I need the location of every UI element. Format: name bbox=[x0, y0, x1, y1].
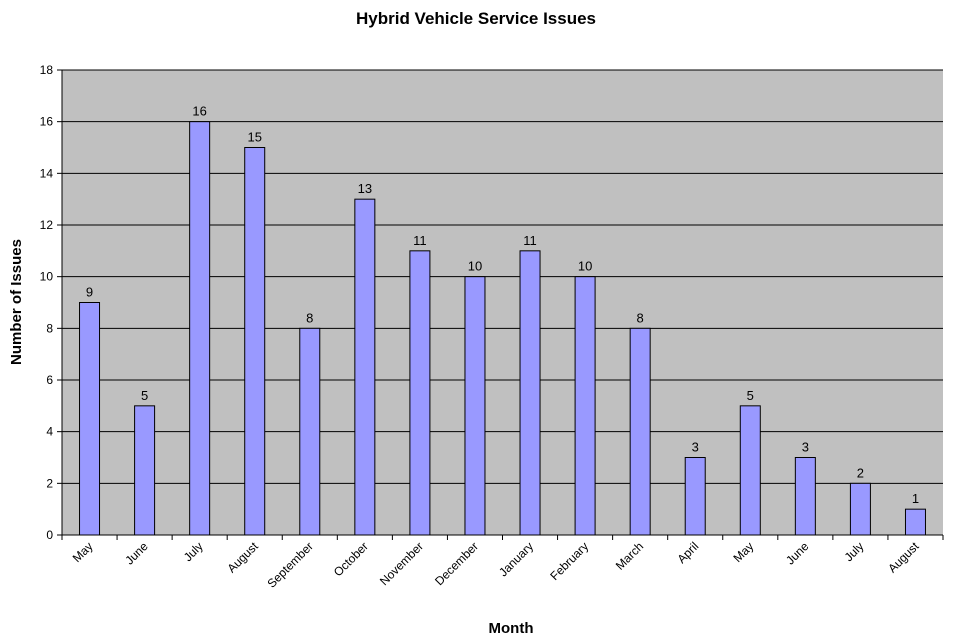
bars bbox=[79, 121, 926, 536]
data-label: 11 bbox=[413, 233, 427, 248]
data-label: 8 bbox=[306, 310, 313, 325]
bar bbox=[519, 250, 541, 536]
x-tick-label: December bbox=[432, 539, 481, 588]
bar bbox=[684, 457, 706, 536]
data-label: 5 bbox=[747, 388, 754, 403]
x-tick-label: March bbox=[613, 539, 646, 572]
y-tick-label: 4 bbox=[46, 425, 53, 439]
x-tick-label: June bbox=[122, 539, 151, 568]
data-label: 11 bbox=[523, 233, 537, 248]
data-label: 10 bbox=[578, 259, 592, 274]
bar bbox=[849, 482, 871, 536]
data-label: 16 bbox=[192, 104, 206, 119]
data-label: 15 bbox=[247, 130, 261, 145]
x-tick-label: April bbox=[674, 539, 701, 566]
y-tick-labels: 0 2 4 6 8 10 12 14 16 18 bbox=[40, 63, 54, 542]
x-tick-label: August bbox=[225, 539, 262, 576]
bar bbox=[244, 147, 266, 536]
y-axis-title: Number of Issues bbox=[8, 239, 25, 365]
bar bbox=[464, 276, 486, 536]
x-tick-label: June bbox=[783, 539, 812, 568]
y-tick-label: 12 bbox=[40, 218, 54, 232]
x-tick-label: November bbox=[377, 539, 426, 588]
data-label: 13 bbox=[358, 181, 372, 196]
data-label: 10 bbox=[468, 259, 482, 274]
x-tick-label: October bbox=[331, 539, 371, 579]
y-tick-label: 16 bbox=[40, 115, 54, 129]
x-tick-label: January bbox=[496, 539, 536, 579]
bar bbox=[904, 508, 926, 536]
y-tick-label: 2 bbox=[46, 476, 53, 490]
bar bbox=[739, 405, 761, 536]
bar bbox=[629, 327, 651, 536]
data-label: 1 bbox=[912, 491, 919, 506]
bar bbox=[299, 327, 321, 536]
x-tick-label: February bbox=[547, 539, 591, 583]
bar bbox=[189, 121, 211, 536]
y-tick-label: 14 bbox=[40, 166, 54, 180]
bar bbox=[134, 405, 156, 536]
y-tick-label: 18 bbox=[40, 63, 54, 77]
y-tick-label: 10 bbox=[40, 270, 54, 284]
axes bbox=[57, 69, 944, 540]
y-tick-label: 0 bbox=[46, 528, 53, 542]
chart-title: Hybrid Vehicle Service Issues bbox=[356, 9, 596, 28]
x-tick-label: July bbox=[842, 539, 867, 564]
x-tick-labels: May June July August September October Novembe… bbox=[70, 539, 922, 591]
data-label: 5 bbox=[141, 388, 148, 403]
y-tick-label: 8 bbox=[46, 321, 53, 335]
data-label: 3 bbox=[692, 440, 699, 455]
x-axis-title: Month bbox=[489, 620, 534, 637]
bar bbox=[79, 302, 101, 536]
bar bbox=[574, 276, 596, 536]
bar bbox=[409, 250, 431, 536]
x-tick-label: August bbox=[885, 539, 922, 576]
x-tick-label: July bbox=[181, 539, 206, 564]
x-tick-label: May bbox=[70, 539, 96, 565]
bar bbox=[354, 198, 376, 536]
bar bbox=[794, 457, 816, 536]
data-label: 2 bbox=[857, 465, 864, 480]
x-tick-label: May bbox=[730, 539, 756, 565]
y-tick-label: 6 bbox=[46, 373, 53, 387]
data-label: 8 bbox=[637, 310, 644, 325]
data-labels: 9 5 16 15 8 13 11 10 11 10 8 3 5 3 2 1 bbox=[86, 104, 919, 506]
data-label: 9 bbox=[86, 285, 93, 300]
x-tick-label: September bbox=[264, 539, 315, 590]
data-label: 3 bbox=[802, 440, 809, 455]
